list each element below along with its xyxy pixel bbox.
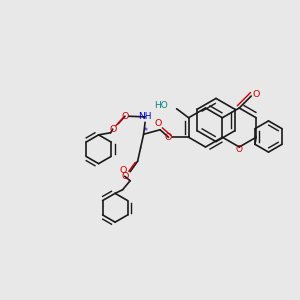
Text: O: O	[165, 133, 172, 142]
Text: O: O	[121, 112, 129, 121]
Text: O: O	[109, 125, 116, 134]
Text: O: O	[155, 119, 162, 128]
Text: NH: NH	[138, 112, 152, 121]
Text: O: O	[253, 90, 260, 99]
Text: HO: HO	[154, 101, 168, 110]
Text: O: O	[120, 166, 127, 175]
Text: *: *	[144, 127, 148, 136]
Text: O: O	[121, 172, 128, 181]
Text: O: O	[236, 145, 243, 154]
